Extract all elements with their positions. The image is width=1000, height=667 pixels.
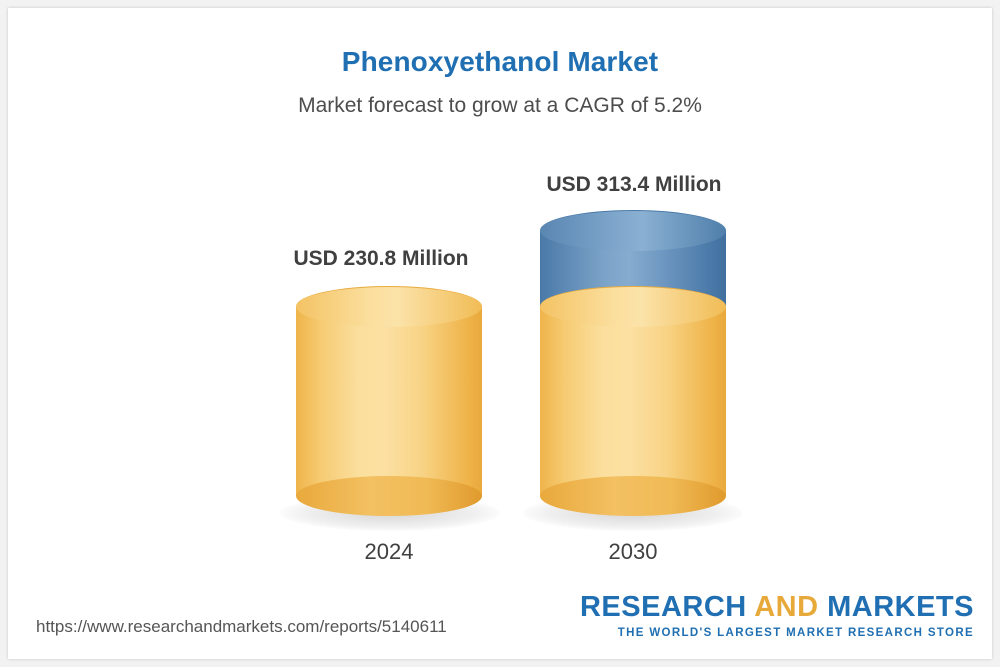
bar-2024-bottom <box>296 476 482 516</box>
bar-2030 <box>540 210 726 516</box>
bar-2030-divider <box>540 286 726 327</box>
page-subtitle: Market forecast to grow at a CAGR of 5.2… <box>298 94 702 117</box>
bar-category-2024: 2024 <box>364 539 414 564</box>
brand-logo: RESEARCH AND MARKETS THE WORLD'S LARGEST… <box>580 593 974 640</box>
bar-2030-body-base <box>540 306 726 496</box>
bar-2024-top <box>296 286 482 327</box>
bar-category-2030: 2030 <box>608 539 658 564</box>
brand-tagline: THE WORLD'S LARGEST MARKET RESEARCH STOR… <box>617 627 974 639</box>
brand-name: RESEARCH AND MARKETS <box>580 593 974 622</box>
brand-word-and: AND <box>754 591 819 623</box>
chart-card: Phenoxyethanol Market Market forecast to… <box>8 8 992 659</box>
page-title: Phenoxyethanol Market <box>341 46 659 77</box>
source-url[interactable]: https://www.researchandmarkets.com/repor… <box>36 617 447 636</box>
bar-value-label-2030: USD 313.4 Million <box>546 173 722 196</box>
brand-word-markets: MARKETS <box>818 591 974 623</box>
bar-2030-top <box>540 210 726 251</box>
bar-chart: USD 230.8 Million 2024 USD 313.4 Million… <box>8 8 992 659</box>
bar-value-label-2024: USD 230.8 Million <box>293 247 469 270</box>
bar-2030-bottom <box>540 476 726 516</box>
bar-2024 <box>296 286 482 516</box>
brand-word-research: RESEARCH <box>579 591 755 623</box>
bar-2024-body <box>296 306 482 496</box>
